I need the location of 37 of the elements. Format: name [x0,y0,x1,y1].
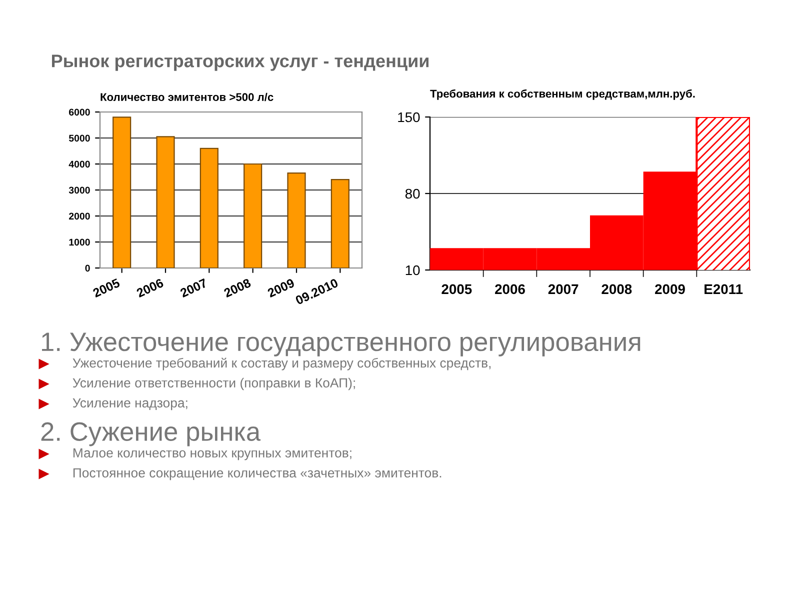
x-tick-label: 2007 [180,278,208,298]
y-tick-label: 6000 [69,108,90,116]
bar [330,179,350,268]
y-tick-label: 1000 [69,238,90,246]
x-tick-label: 2006 [136,278,164,298]
text: Ужесточение требований к составу и размеру собственных средств, [72,358,491,370]
x-tick-label: 2009 [266,278,296,298]
x-tick-label: E2011 [704,284,743,294]
chart-title: Требования к собственным средствам,млн.руб. [430,89,695,100]
x-tick-label: 2008 [602,284,632,294]
bar [287,172,306,268]
chart-title: Количество эмитентов >500 л/с [100,92,274,102]
bar [200,148,218,268]
text: Малое количество новых крупных эмитентов; [73,448,352,460]
x-tick-label: 2009 [655,284,685,294]
x-tick-label: 2006 [495,284,525,294]
x-tick-label: 2007 [548,284,578,294]
text: 2. Сужение рынка [41,422,261,446]
bar [244,163,262,268]
x-tick-label: 2008 [223,278,252,298]
y-tick-label: 3000 [68,186,90,194]
text: Постоянное сокращение количества «зачетных» эмитентов. [73,468,442,480]
text: Рынок регистраторских услуг - тенденции [52,54,428,71]
y-tick-label: 150 [398,112,420,122]
text: Усиление надзора; [72,398,188,410]
y-tick-label: 10 [406,265,420,276]
x-tick-label: 2005 [442,284,472,294]
y-tick-label: 0 [85,264,90,272]
y-tick-label: 5000 [68,134,90,142]
bar [112,116,132,268]
text: 1. Ужесточение государственного регулирования [42,332,640,356]
text: Усиление ответственности (поправки в КоАП); [72,378,355,390]
y-tick-label: 2000 [68,212,90,220]
y-tick-label: 80 [405,188,420,199]
y-tick-label: 4000 [68,160,90,168]
x-tick-label: 2005 [92,278,120,298]
bar [156,136,175,268]
